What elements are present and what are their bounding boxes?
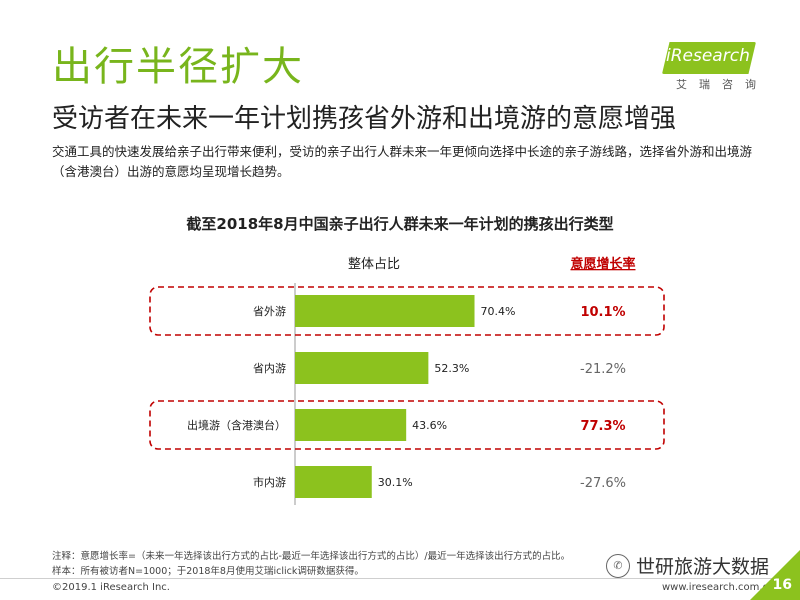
bar: [295, 352, 429, 384]
footer-divider: [0, 578, 800, 579]
bar-value-label: 43.6%: [412, 419, 447, 432]
category-label: 省外游: [253, 305, 286, 318]
wechat-account-name: 世研旅游大数据: [636, 556, 770, 578]
footnote-sample: 样本：所有被访者N=1000；于2018年8月使用艾瑞iclick调研数据获得。: [52, 566, 364, 577]
chart-title: 截至2018年8月中国亲子出行人群未来一年计划的携孩出行类型: [186, 215, 614, 233]
category-label: 市内游: [253, 475, 286, 489]
logo-badge: [662, 42, 756, 74]
highlight-box: [149, 286, 665, 336]
category-label: 出境游（含港澳台）: [187, 418, 286, 432]
page-subtitle: 受访者在未来一年计划携孩省外游和出境游的意愿增强: [52, 104, 677, 134]
bar: [295, 295, 475, 327]
growth-rate-label: -27.6%: [580, 476, 626, 491]
bar-value-label: 70.4%: [481, 305, 516, 318]
logo-subtext: 艾瑞咨询: [676, 78, 768, 91]
iresearch-logo: iResearch 艾瑞咨询: [662, 42, 758, 92]
page-number-badge: [750, 550, 800, 600]
bar-value-label: 52.3%: [434, 362, 469, 375]
page-title: 出行半径扩大: [52, 44, 304, 90]
bar: [295, 466, 372, 498]
page-number: 16: [772, 577, 792, 593]
description: 交通工具的快速发展给亲子出行带来便利，受访的亲子出行人群未来一年更倾向选择中长途…: [52, 144, 753, 179]
category-label: 省内游: [253, 361, 286, 375]
website: www.iresearch.com.cn: [662, 582, 775, 593]
growth-rate-label: 77.3%: [580, 419, 625, 434]
wechat-watermark: ✆ 世研旅游大数据: [606, 552, 769, 579]
growth-header: 意愿增长率: [570, 256, 635, 272]
bar: [295, 409, 407, 441]
logo-text: iResearch: [666, 46, 750, 66]
growth-rate-label: 10.1%: [580, 305, 625, 320]
growth-rate-label: -21.2%: [580, 362, 626, 377]
copyright: ©2019.1 iResearch Inc.: [52, 582, 170, 593]
footnote-note: 注释：意愿增长率=（未来一年选择该出行方式的占比-最近一年选择该出行方式的占比）…: [52, 551, 571, 562]
wechat-icon: ✆: [606, 553, 630, 578]
bar-value-label: 30.1%: [378, 476, 413, 489]
column-header: 整体占比: [348, 257, 400, 272]
highlight-box: [149, 400, 665, 450]
